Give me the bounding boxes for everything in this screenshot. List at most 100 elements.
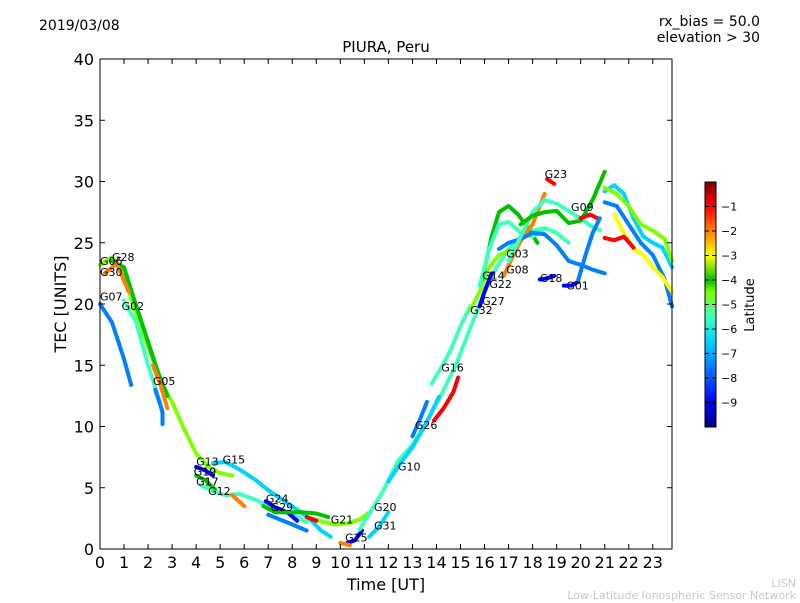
colorbar-tick-label: −6 bbox=[721, 323, 737, 336]
x-tick-label: 8 bbox=[287, 553, 297, 572]
colorbar-tick-label: −5 bbox=[721, 299, 737, 312]
sat-label-g28: G28 bbox=[112, 251, 135, 264]
x-tick-label: 19 bbox=[546, 553, 566, 572]
y-tick-label: 30 bbox=[74, 173, 94, 192]
sat-label-g14: G14 bbox=[482, 270, 505, 283]
series-g17 bbox=[194, 473, 218, 493]
series-g01b bbox=[576, 216, 602, 282]
sat-label-g22: G22 bbox=[489, 278, 512, 291]
rx-bias-label: rx_bias = 50.0 bbox=[658, 14, 760, 30]
date-label: 2019/03/08 bbox=[39, 18, 120, 34]
series-g26 bbox=[410, 400, 429, 439]
x-tick-label: 15 bbox=[450, 553, 470, 572]
sat-label-g17: G17 bbox=[196, 475, 219, 488]
series-g20 bbox=[357, 226, 571, 532]
series-g25b bbox=[338, 540, 352, 548]
series-g21b bbox=[304, 515, 319, 523]
series-eve5 bbox=[602, 234, 636, 250]
x-tick-label: 2 bbox=[143, 553, 153, 572]
y-tick-label: 35 bbox=[74, 111, 94, 130]
chart-title: PIURA, Peru bbox=[342, 38, 429, 56]
x-tick-label: 20 bbox=[570, 553, 590, 572]
y-tick-label: 5 bbox=[84, 479, 94, 498]
y-tick-label: 20 bbox=[74, 295, 94, 314]
footer-org-full: Low-Latitude Ionospheric Sensor Network bbox=[567, 589, 796, 602]
series-g16b bbox=[432, 375, 461, 423]
y-tick-label: 10 bbox=[74, 418, 94, 437]
series-g03 bbox=[497, 230, 607, 276]
y-tick-label: 15 bbox=[74, 356, 94, 375]
series-g12b bbox=[230, 493, 247, 509]
colorbar-tick-label: −2 bbox=[721, 225, 737, 238]
x-tick-label: 16 bbox=[474, 553, 494, 572]
y-axis-ticks: 0 5 10 15 20 25 30 35 40 bbox=[74, 50, 672, 559]
x-tick-label: 0 bbox=[95, 553, 105, 572]
x-tick-label: 7 bbox=[263, 553, 273, 572]
series-g31 bbox=[367, 510, 391, 539]
sat-label-g05: G05 bbox=[153, 375, 176, 388]
series-g19 bbox=[194, 464, 215, 478]
sat-label-g07: G07 bbox=[100, 290, 123, 303]
sat-label-g02: G02 bbox=[122, 300, 145, 313]
colorbar-tick-label: −9 bbox=[721, 397, 737, 410]
series-g23 bbox=[506, 197, 602, 264]
series-g21 bbox=[309, 510, 372, 527]
series-eve1 bbox=[602, 183, 674, 270]
footer-org-short: LISN bbox=[771, 577, 796, 590]
series-g24 bbox=[263, 499, 300, 523]
x-tick-label: 12 bbox=[378, 553, 398, 572]
sat-label-g21: G21 bbox=[331, 513, 354, 526]
colorbar-tick-label: −8 bbox=[721, 372, 737, 385]
y-tick-label: 40 bbox=[74, 50, 94, 69]
x-tick-label: 11 bbox=[354, 553, 374, 572]
series-g32 bbox=[468, 249, 511, 313]
sat-label-g29: G29 bbox=[271, 501, 294, 514]
series-g01 bbox=[561, 279, 581, 288]
colorbar-tick-label: −4 bbox=[721, 274, 737, 287]
y-tick-label: 25 bbox=[74, 234, 94, 253]
x-tick-label: 5 bbox=[215, 553, 225, 572]
x-axis-label: Time [UT] bbox=[346, 575, 425, 594]
x-tick-label: 10 bbox=[330, 553, 350, 572]
series-g28 bbox=[110, 259, 170, 398]
series-eve4 bbox=[612, 212, 674, 294]
x-tick-label: 22 bbox=[619, 553, 639, 572]
x-tick-label: 6 bbox=[239, 553, 249, 572]
series-g10 bbox=[386, 395, 441, 484]
sat-label-g12: G12 bbox=[208, 485, 231, 498]
sat-label-g19: G19 bbox=[194, 466, 217, 479]
series-g09b bbox=[578, 212, 600, 221]
sat-label-g08: G08 bbox=[506, 263, 529, 276]
colorbar-label: Latitude bbox=[743, 278, 758, 332]
series-g05 bbox=[150, 363, 170, 411]
series-g25 bbox=[345, 528, 364, 545]
data-series-layer bbox=[98, 169, 674, 548]
elevation-label: elevation > 30 bbox=[656, 30, 760, 46]
colorbar-ticks: −1 −2 −3 −4 −5 −6 −7 −8 −9 bbox=[705, 201, 737, 410]
sat-label-g20: G20 bbox=[374, 501, 397, 514]
x-tick-label: 17 bbox=[498, 553, 518, 572]
series-g30 bbox=[102, 261, 131, 294]
series-g18 bbox=[537, 273, 557, 282]
series-g13 bbox=[170, 400, 235, 478]
x-tick-label: 18 bbox=[522, 553, 542, 572]
series-g07 bbox=[98, 302, 134, 387]
sat-label-g15: G15 bbox=[223, 453, 246, 466]
sat-label-g23: G23 bbox=[545, 168, 568, 181]
series-g29 bbox=[261, 504, 331, 520]
series-g14 bbox=[477, 219, 545, 288]
series-g16 bbox=[429, 304, 473, 386]
series-g29b bbox=[266, 512, 309, 533]
sat-label-g01: G01 bbox=[566, 279, 589, 292]
colorbar-tick-label: −1 bbox=[721, 201, 737, 214]
sat-label-g09: G09 bbox=[571, 201, 594, 214]
x-tick-label: 13 bbox=[402, 553, 422, 572]
series-eve2 bbox=[602, 185, 674, 264]
colorbar-tick-label: −7 bbox=[721, 348, 737, 361]
x-axis-ticks: 0 1 2 3 4 5 6 7 8 9 10 11 12 13 14 15 16 17 18 19 20 21 22 23 bbox=[95, 59, 663, 572]
y-tick-label: 0 bbox=[84, 540, 94, 559]
sat-label-g30: G30 bbox=[100, 266, 123, 279]
